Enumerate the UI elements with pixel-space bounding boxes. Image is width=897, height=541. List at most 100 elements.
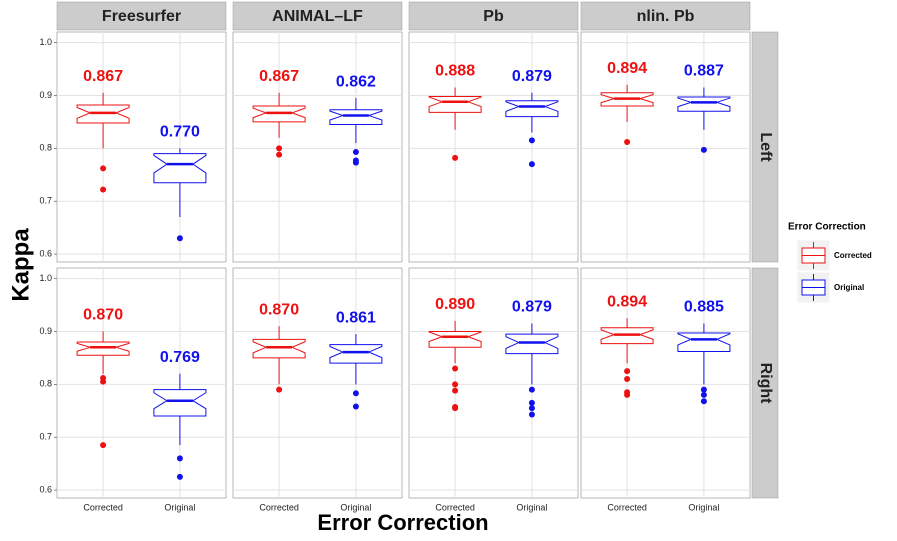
outlier [528,411,535,418]
y-tick-label: 0.8 [39,143,52,153]
x-tick-label: Corrected [435,502,475,512]
outlier [176,235,183,242]
strip-label: Right [757,363,774,405]
box [677,96,731,112]
x-tick-label: Original [516,502,547,512]
outlier [176,473,183,480]
panel [580,267,751,499]
y-tick-label: 0.8 [39,379,52,389]
value-label: 0.870 [83,307,123,324]
x-tick-label: Corrected [83,502,123,512]
panel [232,31,403,263]
outlier [452,387,459,394]
box [505,333,559,355]
value-label: 0.888 [435,63,475,80]
outlier [528,405,535,412]
box [153,153,207,184]
value-label: 0.879 [512,299,552,316]
value-label: 0.887 [684,63,724,80]
value-label: 0.769 [160,349,200,366]
outlier [700,146,707,153]
outlier [352,403,359,410]
outlier [624,391,631,398]
outlier [276,386,283,393]
strip [580,1,751,31]
value-label: 0.894 [607,293,647,310]
outlier [276,151,283,158]
value-label: 0.879 [512,68,552,85]
box [329,344,383,364]
x-tick-label: Corrected [607,502,647,512]
legend-label: Original [834,283,864,292]
outlier [100,378,107,385]
outlier [624,138,631,145]
outlier [528,399,535,406]
y-tick-label: 0.7 [39,432,52,442]
box [252,338,306,359]
box [329,109,383,126]
y-tick-label: 0.9 [39,326,52,336]
strip-label: Pb [483,8,504,25]
outlier [452,381,459,388]
value-label: 0.870 [259,301,299,318]
y-tick-label: 0.6 [39,484,52,494]
box [428,96,482,113]
outlier [100,165,107,172]
value-label: 0.867 [83,68,123,85]
panel [56,267,227,499]
panel [232,267,403,499]
panel [56,31,227,263]
strip-label: nlin. Pb [637,8,695,25]
outlier [100,442,107,449]
x-tick-label: Original [164,502,195,512]
outlier [352,149,359,156]
outlier [176,455,183,462]
y-tick-label: 0.9 [39,90,52,100]
y-axis-label: Kappa [7,228,34,302]
strip [751,31,779,263]
strip-label: ANIMAL–LF [272,8,363,25]
outlier [452,365,459,372]
value-label: 0.890 [435,296,475,313]
box [428,330,482,348]
outlier [100,186,107,193]
x-tick-label: Original [340,502,371,512]
box [505,100,559,118]
legend-label: Corrected [834,251,872,260]
outlier [452,405,459,412]
x-tick-label: Original [688,502,719,512]
outlier [528,386,535,393]
value-label: 0.894 [607,60,647,77]
outlier [276,145,283,152]
outlier [624,368,631,375]
outlier [352,159,359,166]
strip [232,1,403,31]
box [677,332,731,353]
x-tick-label: Corrected [259,502,299,512]
x-axis-label: Error Correction [317,510,488,535]
outlier [700,398,707,405]
outlier [624,376,631,383]
strip [751,267,779,499]
value-label: 0.862 [336,73,376,90]
panel [580,31,751,263]
outlier [528,137,535,144]
outlier [700,391,707,398]
strip-label: Freesurfer [102,8,181,25]
strip [56,1,227,31]
outlier [528,161,535,168]
box [153,389,207,417]
strip [408,1,579,31]
value-label: 0.885 [684,299,724,316]
outlier [700,386,707,393]
value-label: 0.770 [160,124,200,141]
panel [408,31,579,263]
outlier [352,390,359,397]
outlier [452,154,459,161]
y-tick-label: 0.6 [39,248,52,258]
y-tick-label: 1.0 [39,273,52,283]
value-label: 0.867 [259,68,299,85]
strip-label: Left [757,132,774,162]
box [76,341,130,356]
